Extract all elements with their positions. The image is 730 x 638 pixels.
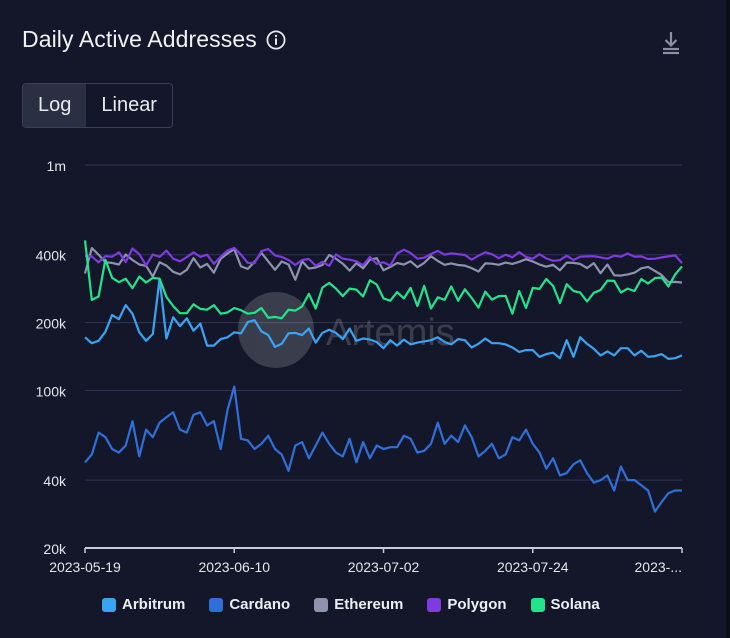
x-axis: 2023-05-19 2023-06-10 2023-07-02 2023-07-24… (49, 547, 683, 575)
legend-label: Polygon (447, 596, 507, 613)
legend-item-polygon[interactable]: Polygon (427, 596, 507, 613)
info-icon[interactable] (266, 29, 286, 50)
legend-label: Solana (550, 596, 600, 613)
x-tick-label: 2023-07-24 (497, 559, 569, 575)
download-icon[interactable] (660, 29, 682, 55)
y-tick-label: 40k (43, 473, 67, 489)
legend-label: Ethereum (334, 596, 404, 613)
legend-label: Cardano (229, 596, 291, 613)
scale-option-linear[interactable]: Linear (101, 94, 157, 116)
legend-swatch (314, 597, 329, 612)
legend-swatch (209, 597, 224, 612)
x-tick-label: 2023-... (635, 559, 682, 575)
series-line-arbitrum (84, 277, 683, 360)
y-tick-label: 100k (36, 383, 67, 399)
x-tick-label: 2023-05-19 (49, 559, 121, 575)
legend-item-cardano[interactable]: Cardano (209, 596, 290, 613)
series-line-ethereum (83, 246, 683, 284)
y-tick-label: 400k (36, 248, 67, 264)
legend-swatch (102, 597, 116, 612)
y-tick-label: 200k (36, 316, 67, 332)
y-tick-label: 20k (43, 541, 67, 557)
y-tick-label: 1m (47, 158, 66, 174)
legend-label: Arbitrum (122, 596, 186, 613)
watermark: Artemis (238, 292, 455, 368)
page-edge (726, 0, 730, 638)
legend-item-ethereum[interactable]: Ethereum (314, 596, 403, 613)
legend-item-solana[interactable]: Solana (530, 596, 600, 613)
legend: Arbitrum Cardano Ethereum Polygon Solana (102, 596, 624, 613)
scale-toggle: Log Linear (22, 83, 173, 128)
legend-swatch (427, 597, 442, 612)
series-line-solana (83, 240, 683, 320)
series-line-polygon (84, 246, 683, 267)
chart-title: Daily Active Addresses (22, 26, 257, 52)
x-tick-label: 2023-06-10 (198, 559, 270, 575)
watermark-text: Artemis (326, 312, 455, 354)
series-line-cardano (84, 385, 682, 513)
legend-swatch (530, 597, 545, 612)
scale-option-log[interactable]: Log (23, 84, 87, 127)
y-tick-labels: 1m 400k 200k 100k 40k 20k (36, 158, 67, 557)
header: Daily Active Addresses (22, 26, 286, 53)
legend-item-arbitrum[interactable]: Arbitrum (102, 596, 185, 613)
x-tick-label: 2023-07-02 (348, 559, 420, 575)
series-lines (83, 240, 683, 513)
